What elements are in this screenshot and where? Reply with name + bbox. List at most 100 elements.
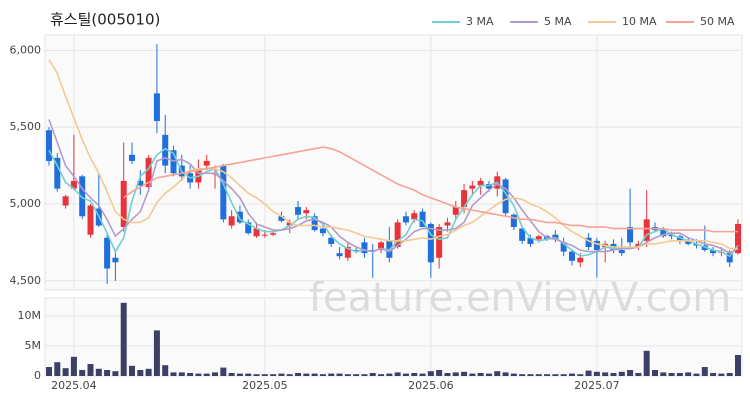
x-tick-label: 2025.05 <box>242 379 288 392</box>
volume-bar <box>527 374 534 376</box>
candle-body <box>228 216 235 226</box>
volume-bar <box>618 371 625 376</box>
volume-bar <box>469 373 476 376</box>
candle-body <box>527 237 534 244</box>
candle-body <box>585 237 592 247</box>
volume-bar <box>444 373 451 376</box>
volume-bar <box>461 371 468 376</box>
volume-bar <box>112 371 119 376</box>
candle-body <box>710 250 717 254</box>
volume-panel <box>44 297 743 377</box>
legend-label: 50 MA <box>700 15 735 28</box>
legend-label: 10 MA <box>622 15 657 28</box>
candle-body <box>203 160 210 166</box>
candle-body <box>402 216 409 223</box>
volume-bar <box>685 372 692 376</box>
volume-bar <box>402 373 409 376</box>
volume-bar <box>270 374 277 376</box>
y-tick-label: 4,500 <box>10 274 42 287</box>
volume-bar <box>311 373 318 376</box>
candle-body <box>319 228 326 234</box>
volume-bar <box>153 330 160 376</box>
candle-body <box>469 185 476 189</box>
volume-bar <box>120 302 127 376</box>
volume-bar <box>419 373 426 376</box>
volume-bar <box>336 373 343 376</box>
volume-bar <box>544 374 551 376</box>
volume-bar <box>178 372 185 376</box>
candle-body <box>137 180 144 186</box>
y-tick-label: 5M <box>25 339 42 352</box>
candle-body <box>643 219 650 241</box>
ma-line <box>123 146 738 233</box>
volume-bar <box>319 374 326 376</box>
candle-body <box>627 227 634 243</box>
candle-body <box>419 211 426 228</box>
candle-body <box>236 211 243 223</box>
volume-bar <box>236 373 243 376</box>
volume-bar <box>701 367 708 376</box>
volume-bar <box>635 373 642 376</box>
candle-body <box>261 234 268 236</box>
candle-body <box>220 165 227 220</box>
y-tick-label: 5,500 <box>10 120 42 133</box>
volume-bar <box>286 374 293 376</box>
volume-bar <box>344 374 351 376</box>
candle-body <box>361 242 368 254</box>
volume-bar <box>568 373 575 376</box>
candle-body <box>79 176 86 217</box>
candle-body <box>461 190 468 208</box>
volume-bar <box>552 374 559 376</box>
volume-bar <box>560 374 567 376</box>
volume-bar <box>627 370 634 376</box>
volume-bar <box>643 350 650 376</box>
volume-bar <box>411 373 418 376</box>
volume-bar <box>162 365 169 376</box>
ma-line <box>48 119 739 255</box>
volume-bar <box>610 373 617 376</box>
volume-bar <box>278 373 285 376</box>
volume-bar <box>170 372 177 376</box>
volume-bar <box>735 355 741 376</box>
legend-label: 3 MA <box>466 15 494 28</box>
candle-body <box>618 250 625 254</box>
volume-bar <box>95 368 102 376</box>
candle-body <box>593 240 600 251</box>
volume-bar <box>378 374 385 376</box>
candle-body <box>162 134 169 166</box>
candle-body <box>519 228 526 241</box>
candle-body <box>253 228 260 237</box>
volume-bar <box>220 367 227 376</box>
volume-bar <box>203 373 210 376</box>
volume-bar <box>46 367 52 376</box>
candle-body <box>286 222 293 226</box>
candle-body <box>153 93 160 122</box>
candle-body <box>311 216 318 231</box>
volume-bar <box>693 373 700 376</box>
candle-body <box>411 213 418 220</box>
candle-body <box>245 222 252 234</box>
volume-bar <box>137 370 144 376</box>
candle-body <box>129 154 136 161</box>
volume-bar <box>70 356 77 376</box>
candle-body <box>62 196 69 206</box>
volume-bar <box>253 374 260 376</box>
volume-bar <box>212 372 219 376</box>
volume-bar <box>502 372 509 376</box>
ma-line <box>48 59 738 250</box>
volume-bar <box>585 370 592 376</box>
volume-bar <box>79 370 86 376</box>
candle-body <box>735 223 741 254</box>
volume-bar <box>510 373 517 376</box>
x-tick-label: 2025.04 <box>51 379 97 392</box>
y-tick-label: 10M <box>18 309 42 322</box>
candle-body <box>328 237 335 244</box>
candle-body <box>427 223 434 263</box>
volume-bar <box>369 373 376 376</box>
volume-bar <box>676 373 683 376</box>
volume-bar <box>295 373 302 376</box>
volume-bar <box>104 370 111 376</box>
volume-bar <box>261 374 268 376</box>
candle-body <box>452 207 459 215</box>
